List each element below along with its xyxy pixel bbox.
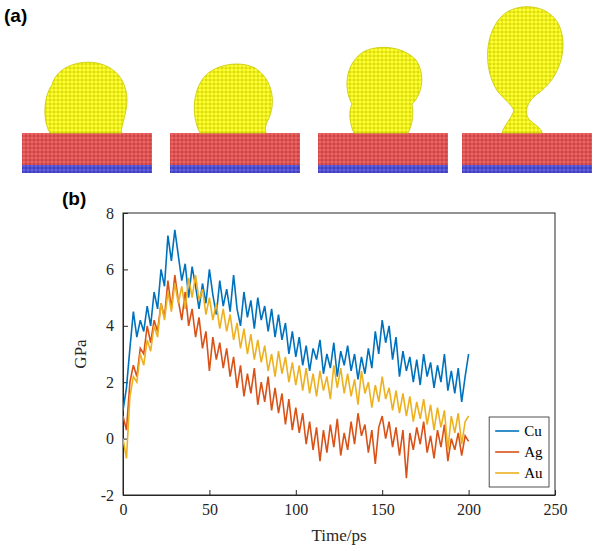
substrate xyxy=(22,133,152,165)
tick-label: 0 xyxy=(106,430,114,447)
tick-mark xyxy=(469,490,470,495)
tick: 100 xyxy=(284,490,308,518)
snapshot xyxy=(462,7,592,173)
x-axis-title: Time/ps xyxy=(311,526,366,545)
tick-mark xyxy=(123,269,128,270)
legend-item: Au xyxy=(495,465,543,481)
plot-frame xyxy=(123,213,555,495)
substrate xyxy=(462,133,592,165)
tick: 50 xyxy=(202,490,218,518)
series-line xyxy=(123,275,469,458)
tick: 6 xyxy=(106,261,128,278)
tick-mark xyxy=(296,490,297,495)
tick-mark xyxy=(123,326,128,327)
tick-label: 6 xyxy=(106,261,114,278)
droplet xyxy=(347,47,422,133)
tick-label: 2 xyxy=(106,374,114,391)
droplet xyxy=(194,64,272,133)
legend-item: Ag xyxy=(495,444,543,460)
substrate xyxy=(318,133,448,165)
axis-line xyxy=(124,495,556,496)
tick: 250 xyxy=(544,490,568,518)
legend-key xyxy=(495,451,519,453)
legend: Cu Ag Au xyxy=(489,417,549,487)
series-line xyxy=(123,275,469,478)
tick-label: 250 xyxy=(544,501,568,518)
panel-label: (a) xyxy=(4,5,27,26)
legend-label: Au xyxy=(524,465,543,481)
tick: 150 xyxy=(371,490,395,518)
axis-line xyxy=(123,214,124,496)
tick: 2 xyxy=(106,374,128,391)
tick-mark xyxy=(555,490,556,495)
droplet xyxy=(488,7,563,133)
snapshot xyxy=(22,62,152,173)
tick: -2 xyxy=(101,487,128,504)
base-layer xyxy=(462,165,592,173)
legend-box xyxy=(489,417,549,487)
snapshot xyxy=(318,47,448,173)
base-layer xyxy=(170,165,300,173)
legend-key xyxy=(495,430,519,432)
tick: 200 xyxy=(457,490,481,518)
tick: 4 xyxy=(106,317,128,334)
tick-label: 8 xyxy=(106,205,114,222)
base-layer xyxy=(22,165,152,173)
tick-label: 0 xyxy=(120,501,128,518)
snapshot xyxy=(170,64,300,173)
substrate xyxy=(170,133,300,165)
y-axis: -2 0 2 4 6 8 xyxy=(101,205,128,504)
tick-label: 50 xyxy=(202,501,218,518)
panel-label: (b) xyxy=(62,188,86,209)
tick-label: -2 xyxy=(101,487,114,504)
tick-label: 150 xyxy=(371,501,395,518)
legend-label: Ag xyxy=(524,444,543,460)
tick-mark xyxy=(123,495,128,496)
tick-label: 100 xyxy=(284,501,308,518)
tick-mark xyxy=(382,490,383,495)
legend-label: Cu xyxy=(524,423,542,439)
tick-label: 4 xyxy=(106,317,114,334)
droplet xyxy=(45,62,127,133)
tick-mark xyxy=(123,213,128,214)
legend-item: Cu xyxy=(495,423,542,439)
figure: (a) (b) 0 50 100 150 200 250 -2 0 2 4 6 8 Time/ps GPa Cu… xyxy=(0,0,595,551)
tick: 8 xyxy=(106,205,128,222)
x-axis: 0 50 100 150 200 250 xyxy=(120,490,568,518)
base-layer xyxy=(318,165,448,173)
legend-key xyxy=(495,472,519,474)
lines xyxy=(123,230,469,478)
tick-mark xyxy=(209,490,210,495)
y-axis-title: GPa xyxy=(71,339,90,369)
tick-label: 200 xyxy=(457,501,481,518)
